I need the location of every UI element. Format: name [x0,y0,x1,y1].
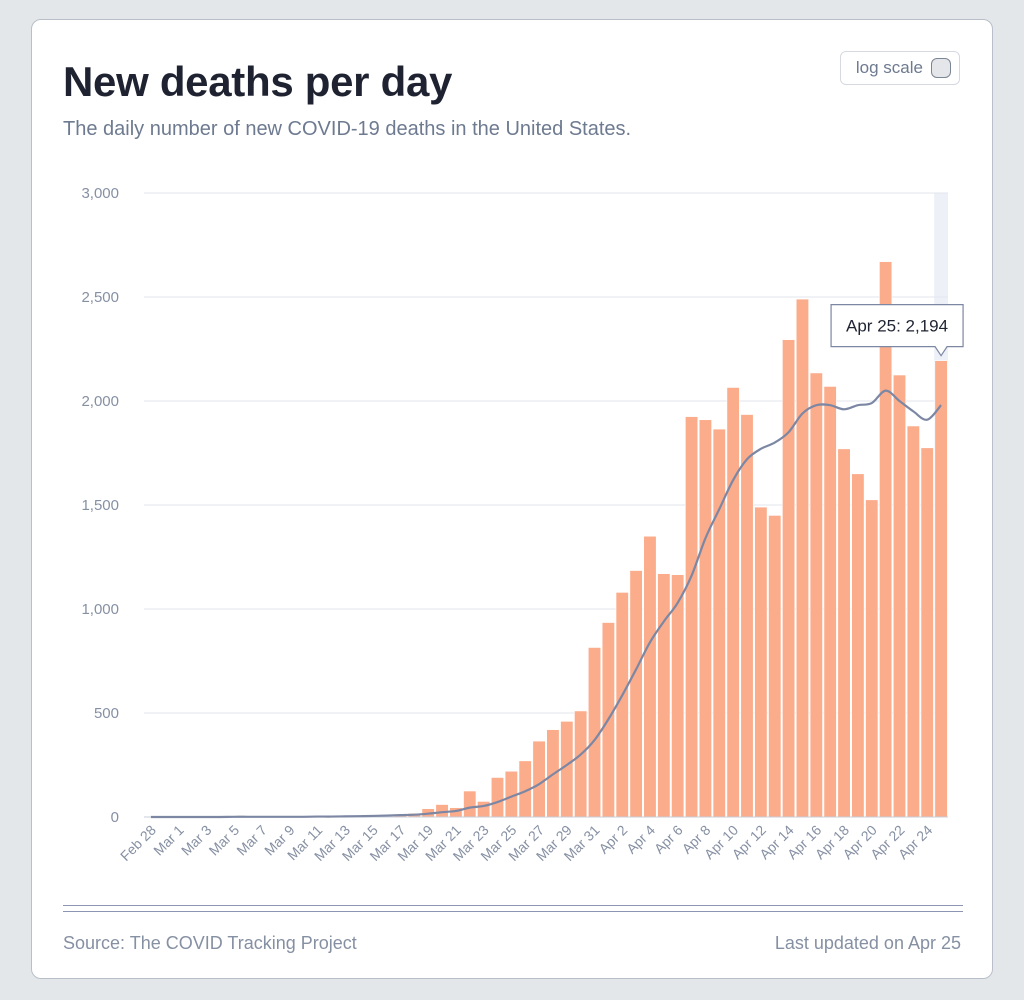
bar[interactable] [906,425,920,818]
x-tick-label: Apr 6 [651,822,686,857]
bar[interactable] [837,448,851,818]
bar[interactable] [435,804,449,818]
bar[interactable] [809,372,823,818]
y-tick-label: 1,000 [81,601,119,618]
bar[interactable] [463,790,477,818]
bar[interactable] [574,710,588,818]
chart-title: New deaths per day [63,58,453,105]
bar[interactable] [657,573,671,818]
bar[interactable] [865,499,879,818]
tooltip: Apr 25: 2,194 [830,304,964,357]
tooltip-box [830,304,964,357]
y-tick-label: 1,500 [81,497,119,514]
bar[interactable] [629,570,643,818]
bar[interactable] [768,515,782,818]
bar[interactable] [934,360,948,818]
y-tick-label: 2,500 [81,289,119,306]
x-tick-label: Mar 7 [233,822,270,859]
x-tick-label: Apr 4 [623,822,658,857]
footer-divider-top [63,905,963,906]
footer-divider-bottom [63,911,963,912]
y-tick-label: 3,000 [81,185,119,202]
x-tick-label: Mar 1 [150,822,187,859]
bar[interactable] [920,447,934,818]
bar[interactable] [740,414,754,818]
y-tick-label: 2,000 [81,393,119,410]
bar[interactable] [712,428,726,818]
bar[interactable] [851,473,865,818]
bar[interactable] [532,740,546,818]
bar[interactable] [823,386,837,818]
bar[interactable] [490,777,505,818]
bar[interactable] [754,506,768,818]
x-tick-label: Apr 2 [595,822,630,857]
bar[interactable] [698,419,712,818]
x-tick-label: Feb 28 [117,822,159,864]
bar[interactable] [726,387,740,818]
bar[interactable] [685,416,699,818]
log-scale-checkbox[interactable] [931,58,951,78]
x-tick-label: Mar 5 [206,822,243,859]
average-line [150,389,942,819]
bar[interactable] [671,574,685,818]
y-tick-label: 500 [94,705,119,722]
log-scale-toggle[interactable]: log scale [840,51,960,85]
chart-subtitle: The daily number of new COVID-19 deaths … [63,118,632,140]
bar[interactable] [782,339,796,818]
log-scale-label: log scale [855,58,923,77]
bar[interactable] [477,801,491,818]
source-text: Source: The COVID Tracking Project [63,933,357,953]
last-updated-text: Last updated on Apr 25 [774,933,961,953]
bar[interactable] [892,374,907,818]
bar[interactable] [643,535,657,818]
y-tick-label: 0 [111,809,119,826]
bar[interactable] [795,298,809,818]
x-tick-label: Mar 3 [178,822,215,859]
tooltip-text: Apr 25: 2,194 [846,317,948,336]
chart-card: New deaths per day The daily number of n… [31,19,993,979]
